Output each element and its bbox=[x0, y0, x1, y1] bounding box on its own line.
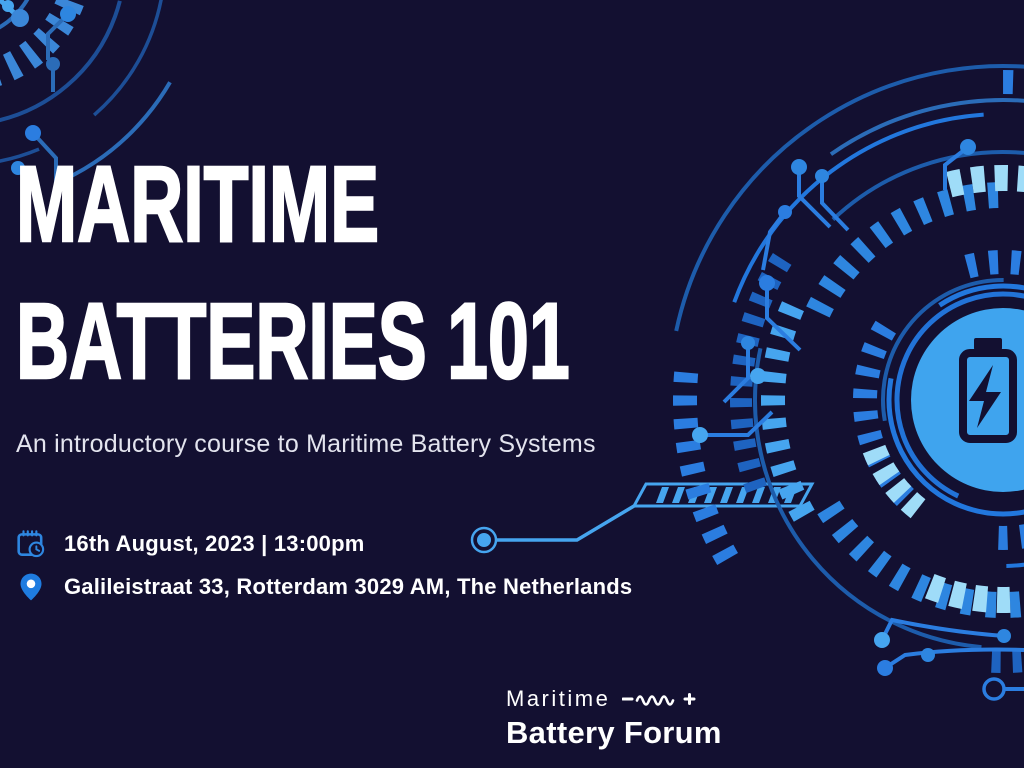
title-line-2: BATTERIES 101 bbox=[15, 280, 570, 401]
event-details: 16th August, 2023 | 13:00pm Galileistraa… bbox=[16, 529, 632, 615]
lightning-bolt-icon bbox=[969, 365, 1001, 428]
calendar-icon bbox=[17, 530, 45, 558]
circuit-decoration-right bbox=[666, 63, 1024, 736]
battery-wave-icon bbox=[622, 693, 696, 706]
event-datetime: 16th August, 2023 | 13:00pm bbox=[64, 531, 365, 556]
logo-text-battery-forum: Battery Forum bbox=[506, 715, 722, 750]
ring-node bbox=[982, 677, 1006, 701]
subtitle: An introductory course to Maritime Batte… bbox=[16, 430, 596, 458]
maritime-battery-forum-logo: Maritime Battery Forum bbox=[506, 686, 722, 751]
event-location: Galileistraat 33, Rotterdam 3029 AM, The… bbox=[64, 574, 633, 599]
battery-badge-circle bbox=[911, 308, 1024, 492]
battery-cap bbox=[974, 338, 1002, 350]
battery-icon bbox=[959, 338, 1017, 443]
location-pin-icon bbox=[20, 573, 42, 601]
event-location-row: Galileistraat 33, Rotterdam 3029 AM, The… bbox=[16, 572, 632, 602]
logo-text-maritime: Maritime bbox=[506, 686, 611, 711]
event-date-row: 16th August, 2023 | 13:00pm bbox=[16, 529, 632, 559]
title-line-1: MARITIME bbox=[15, 143, 380, 264]
hatched-bar-dashes bbox=[656, 487, 797, 503]
